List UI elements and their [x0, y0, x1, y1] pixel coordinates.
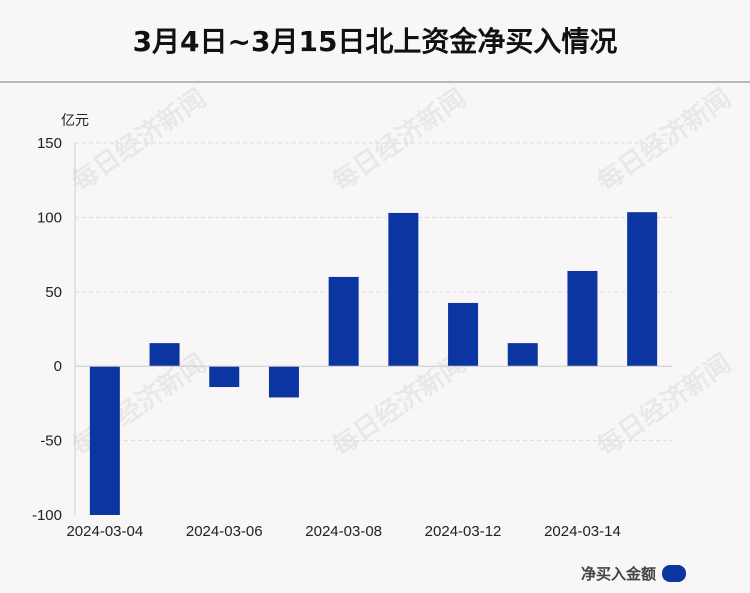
chart-title: 3月4日~3月15日北上资金净买入情况 [132, 25, 618, 58]
bar [149, 343, 180, 367]
y-tick-label: 150 [37, 135, 62, 152]
bar [627, 212, 658, 367]
title-divider [0, 81, 750, 83]
x-tick-label: 2024-03-06 [186, 523, 263, 540]
bar [268, 366, 299, 398]
y-tick-label: -50 [40, 433, 62, 450]
bar [89, 366, 120, 515]
y-tick-label: 50 [45, 284, 62, 301]
legend-label: 净买入金额 [580, 565, 656, 583]
x-tick-label: 2024-03-12 [425, 523, 502, 540]
y-tick-label: -100 [32, 507, 62, 524]
y-tick-label: 100 [37, 209, 62, 226]
legend-swatch [662, 565, 686, 582]
x-tick-label: 2024-03-08 [305, 523, 382, 540]
bar [567, 270, 598, 367]
legend: 净买入金额 [581, 563, 686, 584]
bar [507, 343, 538, 367]
bar [328, 276, 359, 367]
x-tick-label: 2024-03-04 [66, 523, 143, 540]
x-tick-label: 2024-03-14 [544, 523, 621, 540]
bar [209, 366, 240, 388]
bar [388, 212, 419, 367]
bar [448, 302, 479, 367]
y-tick-label: 0 [54, 358, 62, 375]
y-axis-unit: 亿元 [61, 113, 89, 129]
